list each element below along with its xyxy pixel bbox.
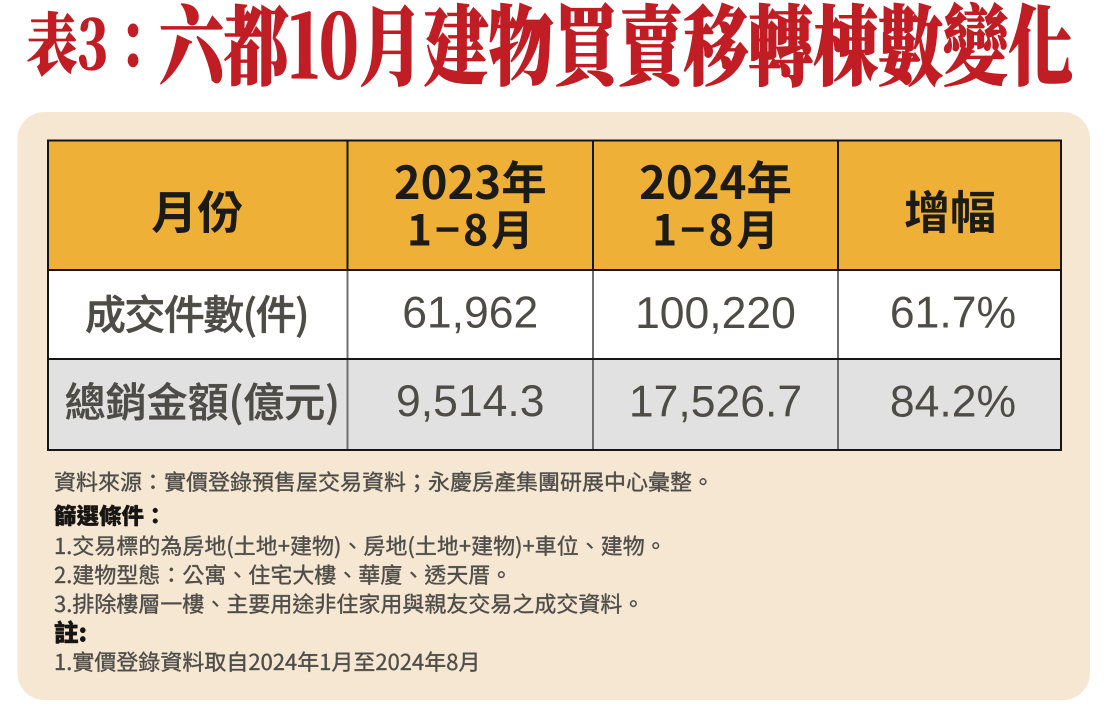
svg-text:17,526.7: 17,526.7 xyxy=(629,378,802,427)
svg-text:61,962: 61,962 xyxy=(402,289,538,338)
svg-text:84.2%: 84.2% xyxy=(890,378,1016,427)
svg-text:61.7%: 61.7% xyxy=(890,289,1016,338)
svg-text:9,514.3: 9,514.3 xyxy=(396,377,544,426)
svg-text:100,220: 100,220 xyxy=(635,289,796,338)
